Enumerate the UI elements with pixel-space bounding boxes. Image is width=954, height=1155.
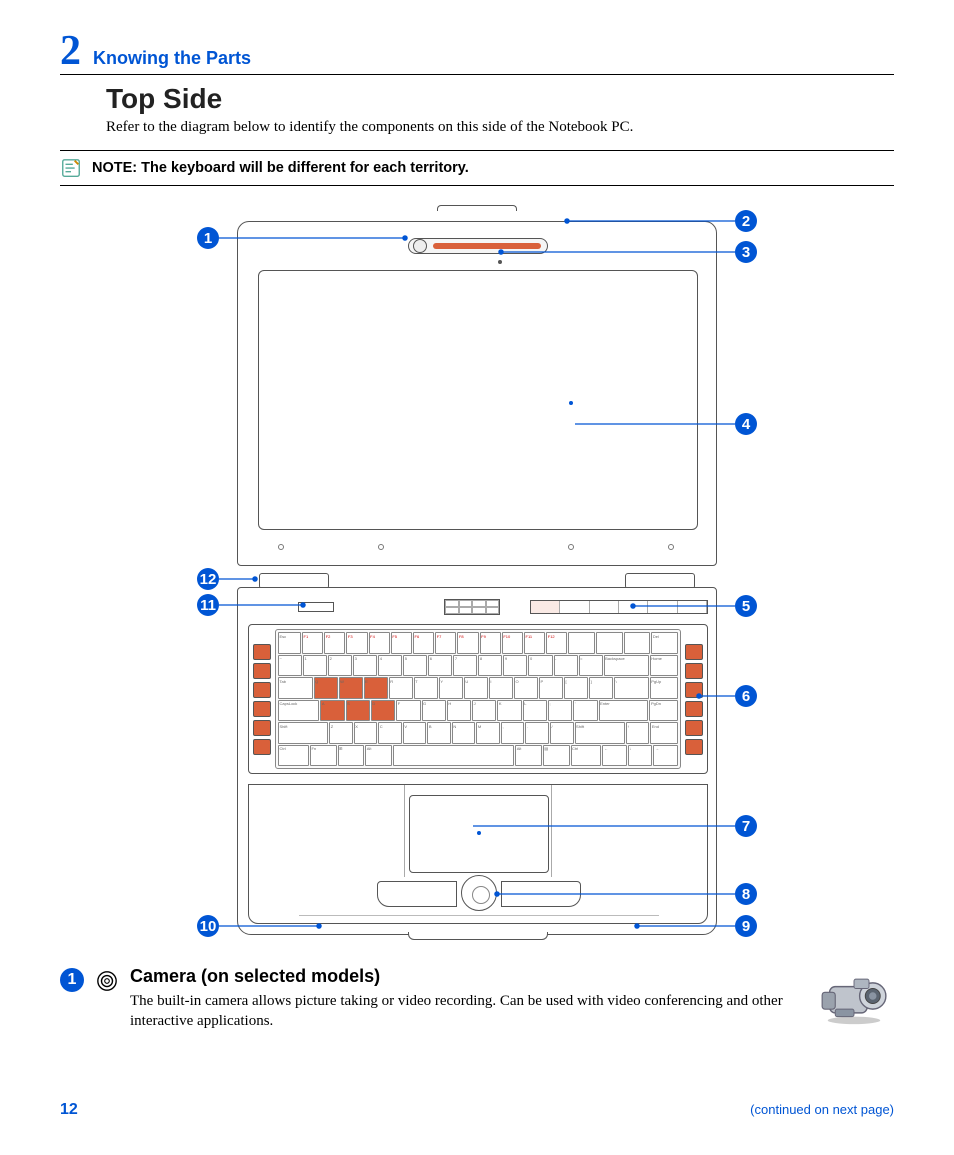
right-macro-keys (685, 629, 703, 769)
item-1-bullet: 1 (60, 968, 84, 992)
callout-9: 9 (735, 915, 757, 937)
chapter-title: Knowing the Parts (93, 48, 251, 69)
note-icon (60, 157, 82, 179)
laptop-lid (237, 221, 717, 566)
scroll-wheel (461, 875, 497, 911)
section-title: Top Side (106, 83, 894, 115)
chapter-header: 2 Knowing the Parts (60, 30, 894, 75)
front-latch (408, 932, 548, 940)
chapter-number: 2 (60, 30, 81, 72)
keyboard-area: EscF1F2F3F4F5F6F7F8F9F10F11F12Del ~12345… (248, 624, 708, 774)
callout-5: 5 (735, 595, 757, 617)
touchpad-left-button (377, 881, 457, 907)
palmrest (248, 784, 708, 924)
callout-12: 12 (197, 568, 219, 590)
display-panel (258, 270, 698, 530)
touchpad-right-button (501, 881, 581, 907)
camera-lens-icon (96, 970, 118, 997)
callout-7: 7 (735, 815, 757, 837)
microphone-dot (498, 260, 502, 264)
intro-text: Refer to the diagram below to identify t… (106, 119, 894, 136)
continued-label: (continued on next page) (750, 1102, 894, 1117)
page-number: 12 (60, 1101, 78, 1119)
instant-keys (530, 600, 708, 614)
camcorder-icon (814, 966, 894, 1026)
callout-6: 6 (735, 685, 757, 707)
laptop-diagram: EscF1F2F3F4F5F6F7F8F9F10F11F12Del ~12345… (157, 206, 797, 946)
status-leds (444, 599, 500, 615)
keyboard: EscF1F2F3F4F5F6F7F8F9F10F11F12Del ~12345… (275, 629, 681, 769)
power-button (298, 602, 334, 612)
page-footer: 12 (continued on next page) (60, 1101, 894, 1119)
callout-11: 11 (197, 594, 219, 616)
laptop-illustration: EscF1F2F3F4F5F6F7F8F9F10F11F12Del ~12345… (237, 211, 717, 941)
item-1-title: Camera (on selected models) (130, 966, 802, 987)
camera-module (408, 238, 548, 254)
note-text: NOTE: The keyboard will be different for… (92, 160, 469, 176)
callout-10: 10 (197, 915, 219, 937)
item-1-body: The built-in camera allows picture takin… (130, 991, 802, 1032)
laptop-base: EscF1F2F3F4F5F6F7F8F9F10F11F12Del ~12345… (237, 587, 717, 935)
note-box: NOTE: The keyboard will be different for… (60, 150, 894, 186)
callout-3: 3 (735, 241, 757, 263)
callout-2: 2 (735, 210, 757, 232)
callout-1: 1 (197, 227, 219, 249)
callout-4: 4 (735, 413, 757, 435)
callout-8: 8 (735, 883, 757, 905)
left-macro-keys (253, 629, 271, 769)
item-1-row: 1 Camera (on selected models) The built-… (60, 966, 894, 1032)
